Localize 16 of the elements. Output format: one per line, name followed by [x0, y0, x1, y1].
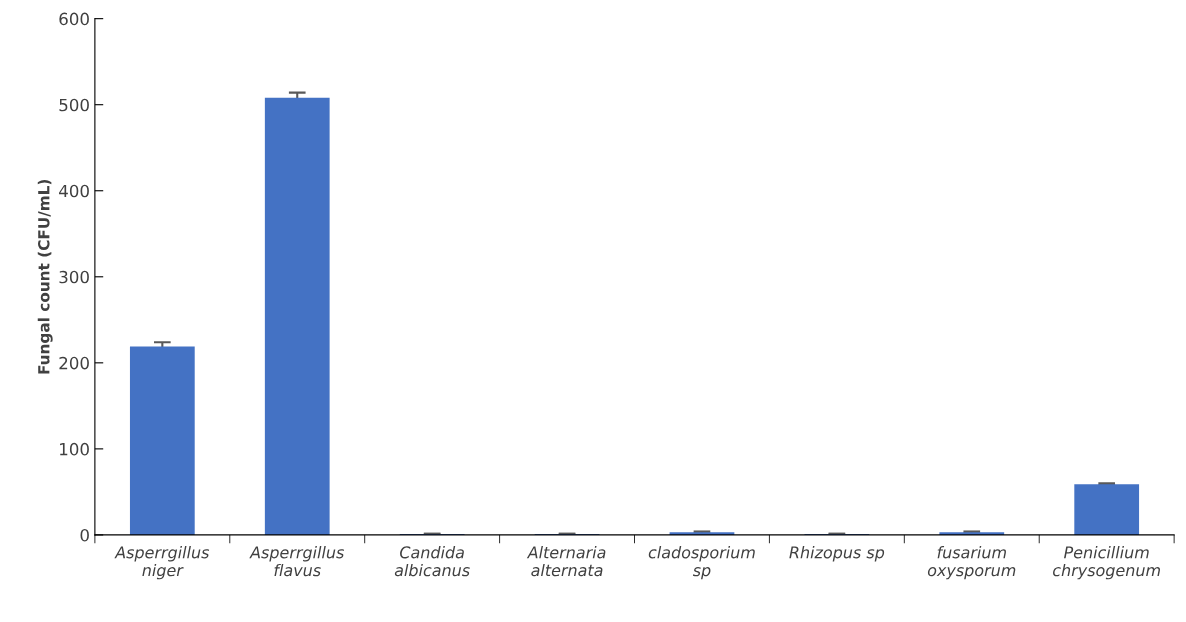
y-tick-label: 600 — [59, 12, 89, 26]
x-tick-label: Rhizopus sp — [789, 546, 885, 562]
x-tick-label: Candida albicanus — [394, 546, 470, 577]
x-tick-label: Alternaria alternata — [526, 546, 606, 577]
x-tick-label: fusarium oxysporum — [927, 546, 1016, 580]
y-tick-label: 100 — [60, 442, 89, 456]
x-tick-label: cladosporium sp — [648, 546, 755, 580]
x-tick-label: Asperrgillus flavus — [249, 546, 345, 577]
y-tick-label: 300 — [59, 270, 89, 284]
y-tick-label: 0 — [80, 528, 89, 542]
x-tick-label: Asperrgillus niger — [114, 546, 210, 580]
x-tick-label: Penicillium chrysogenum — [1053, 546, 1160, 580]
y-tick-label: 500 — [59, 98, 89, 112]
y-tick-label: 200 — [59, 356, 89, 370]
y-axis-title: Fungal count (CFU/mL) — [37, 179, 53, 374]
y-tick-label: 400 — [59, 184, 89, 198]
